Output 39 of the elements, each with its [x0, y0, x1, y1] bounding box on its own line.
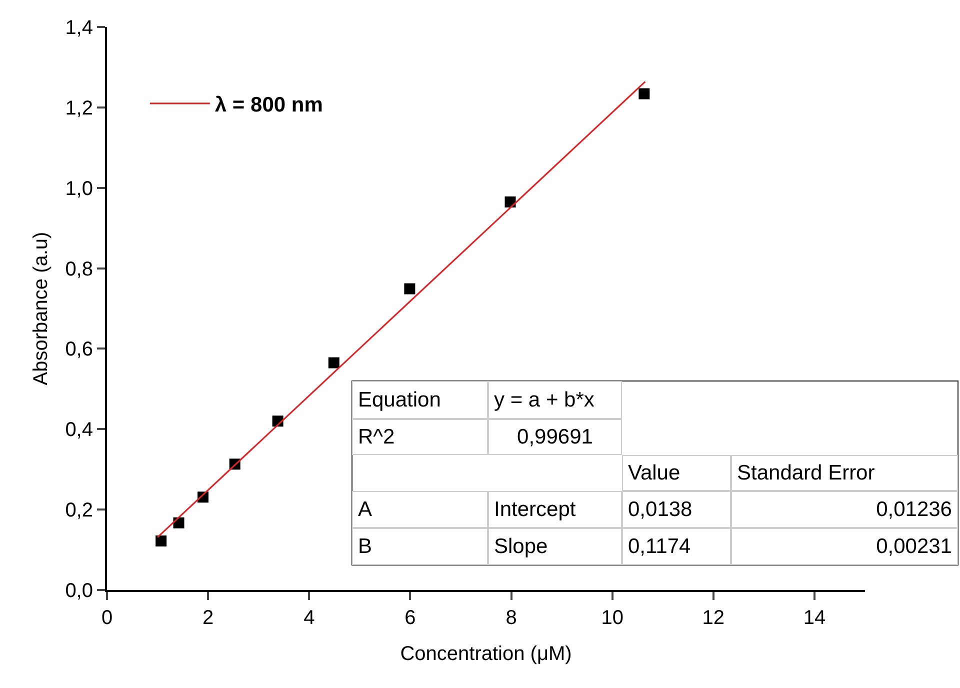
point: [638, 88, 650, 100]
y-tick-label: 1,4: [65, 17, 93, 39]
x-tick-label: 6: [404, 607, 416, 629]
annotation: Intercept: [494, 498, 576, 521]
y-tick-label: 0,2: [65, 500, 93, 522]
point: [173, 517, 184, 528]
point: [156, 535, 167, 546]
y-tick-label: 0,4: [65, 419, 93, 442]
x-tick-label: 12: [702, 607, 725, 629]
x-tick-label: 14: [803, 607, 826, 629]
x-tick-label: 8: [506, 607, 517, 629]
annotation: Standard Error: [737, 462, 875, 484]
text: 0,01236: [876, 498, 952, 521]
annotation: Equation: [358, 388, 441, 412]
annotation: Slope: [494, 535, 548, 558]
y-tick-label: 1,0: [65, 178, 93, 200]
y-axis-title: Absorbance (a.u): [30, 232, 52, 386]
x-axis-title: Concentration (μM): [400, 643, 572, 665]
annotation: 0,1174: [628, 535, 691, 558]
annotation: 0,99691: [517, 426, 593, 448]
text: 0,00231: [876, 535, 952, 558]
y-tick-label: 0,8: [65, 258, 93, 280]
x-tick-label: 10: [601, 607, 624, 629]
y-tick-label: 1,2: [65, 97, 93, 120]
x-tick-label: 4: [304, 607, 315, 629]
x-tick-label: 0: [101, 607, 113, 629]
annotation: y = a + b*x: [494, 388, 595, 412]
point: [328, 357, 340, 368]
annotation: Value: [628, 462, 680, 484]
y-tick-label: 0,6: [65, 338, 93, 361]
point: [404, 283, 416, 294]
annotation: B: [358, 535, 372, 558]
annotation: 0,0138: [628, 498, 692, 521]
annotation: A: [358, 498, 372, 521]
x-tick-label: 2: [202, 607, 214, 629]
y-tick-label: 0,0: [65, 580, 93, 602]
point: [504, 196, 516, 208]
annotation: R^2: [358, 426, 395, 448]
legend-label: λ = 800 nm: [214, 94, 323, 117]
